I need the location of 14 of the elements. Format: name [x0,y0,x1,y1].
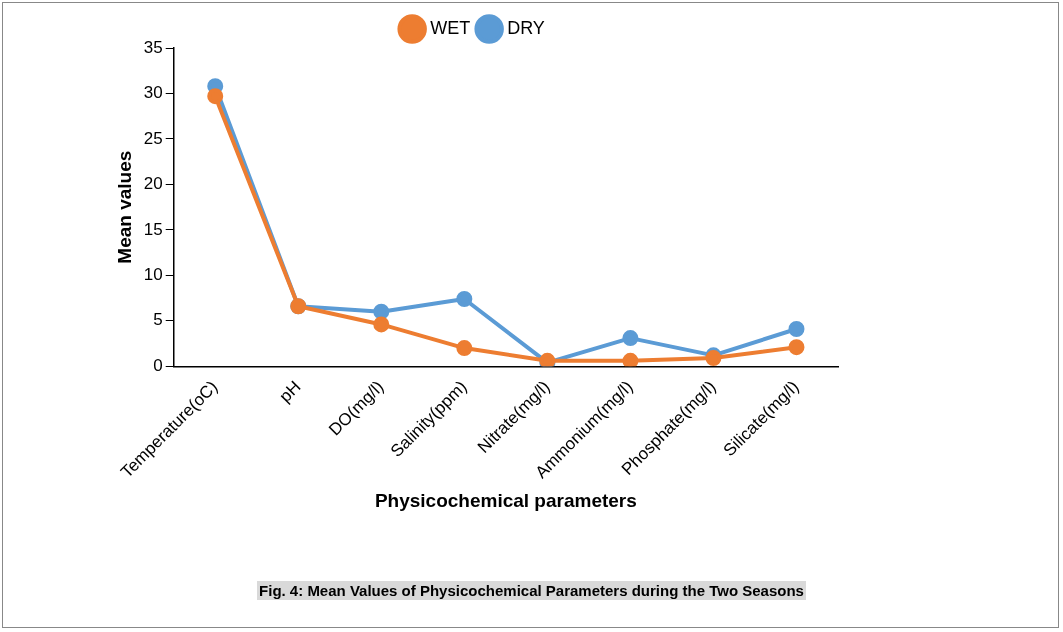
y-tick-label: 0 [153,355,163,375]
y-tick-label: 30 [143,83,163,103]
y-tick-label: 15 [143,219,163,239]
y-axis-title: Mean values [113,150,135,264]
caption: Fig. 4: Mean Values of Physicochemical Parameters during the Two Seasons [257,581,806,600]
y-tick-label: 35 [143,37,163,57]
x-axis-title: Physicochemical parameters [374,489,637,511]
y-tick-label: 5 [153,310,163,330]
y-tick-label: 20 [143,174,163,194]
x-tick-label: pH [275,377,305,406]
legend-label: WET [430,17,471,38]
legend-label: DRY [507,17,545,38]
y-tick-label: 10 [143,265,163,285]
y-tick-label: 25 [143,128,163,148]
